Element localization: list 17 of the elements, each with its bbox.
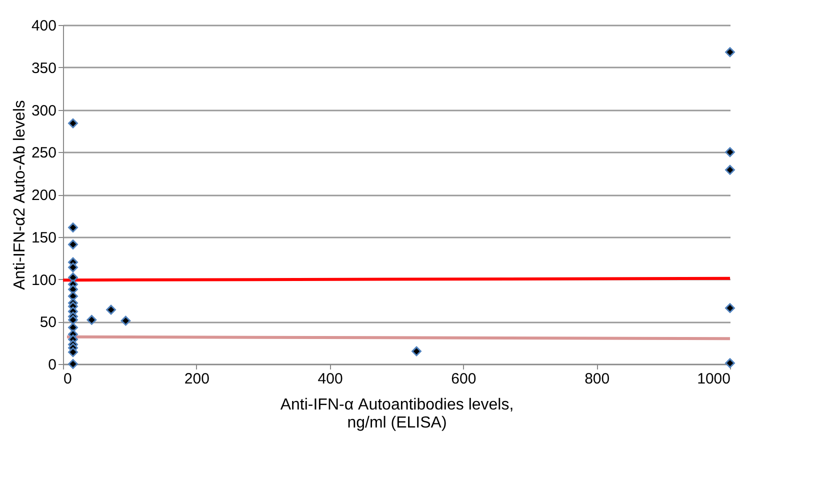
- y-tick-label: 50: [40, 314, 56, 332]
- x-tick-label: 800: [584, 370, 610, 388]
- y-tick-label: 150: [31, 229, 56, 246]
- x-tick-label: 0: [64, 370, 72, 388]
- y-tick-label: 200: [31, 187, 56, 204]
- x-tick-label: 600: [451, 370, 476, 388]
- y-tick-label: 0: [48, 356, 56, 374]
- y-tick-label: 100: [31, 272, 56, 289]
- x-tick-label: 200: [184, 370, 210, 388]
- x-axis-title: Anti-IFN-α Autoantibodies levels, ng/ml (ELISA): [280, 396, 514, 432]
- x-tick-label: 1000: [697, 370, 730, 388]
- y-tick-label: 250: [31, 144, 56, 162]
- x-tick-label: 400: [318, 370, 343, 388]
- y-tick-label: 300: [31, 102, 56, 120]
- y-axis-title: Anti-IFN-α2 Auto-Ab levels: [11, 100, 28, 290]
- y-tick-label: 400: [31, 18, 56, 34]
- y-tick-label: 350: [31, 60, 56, 77]
